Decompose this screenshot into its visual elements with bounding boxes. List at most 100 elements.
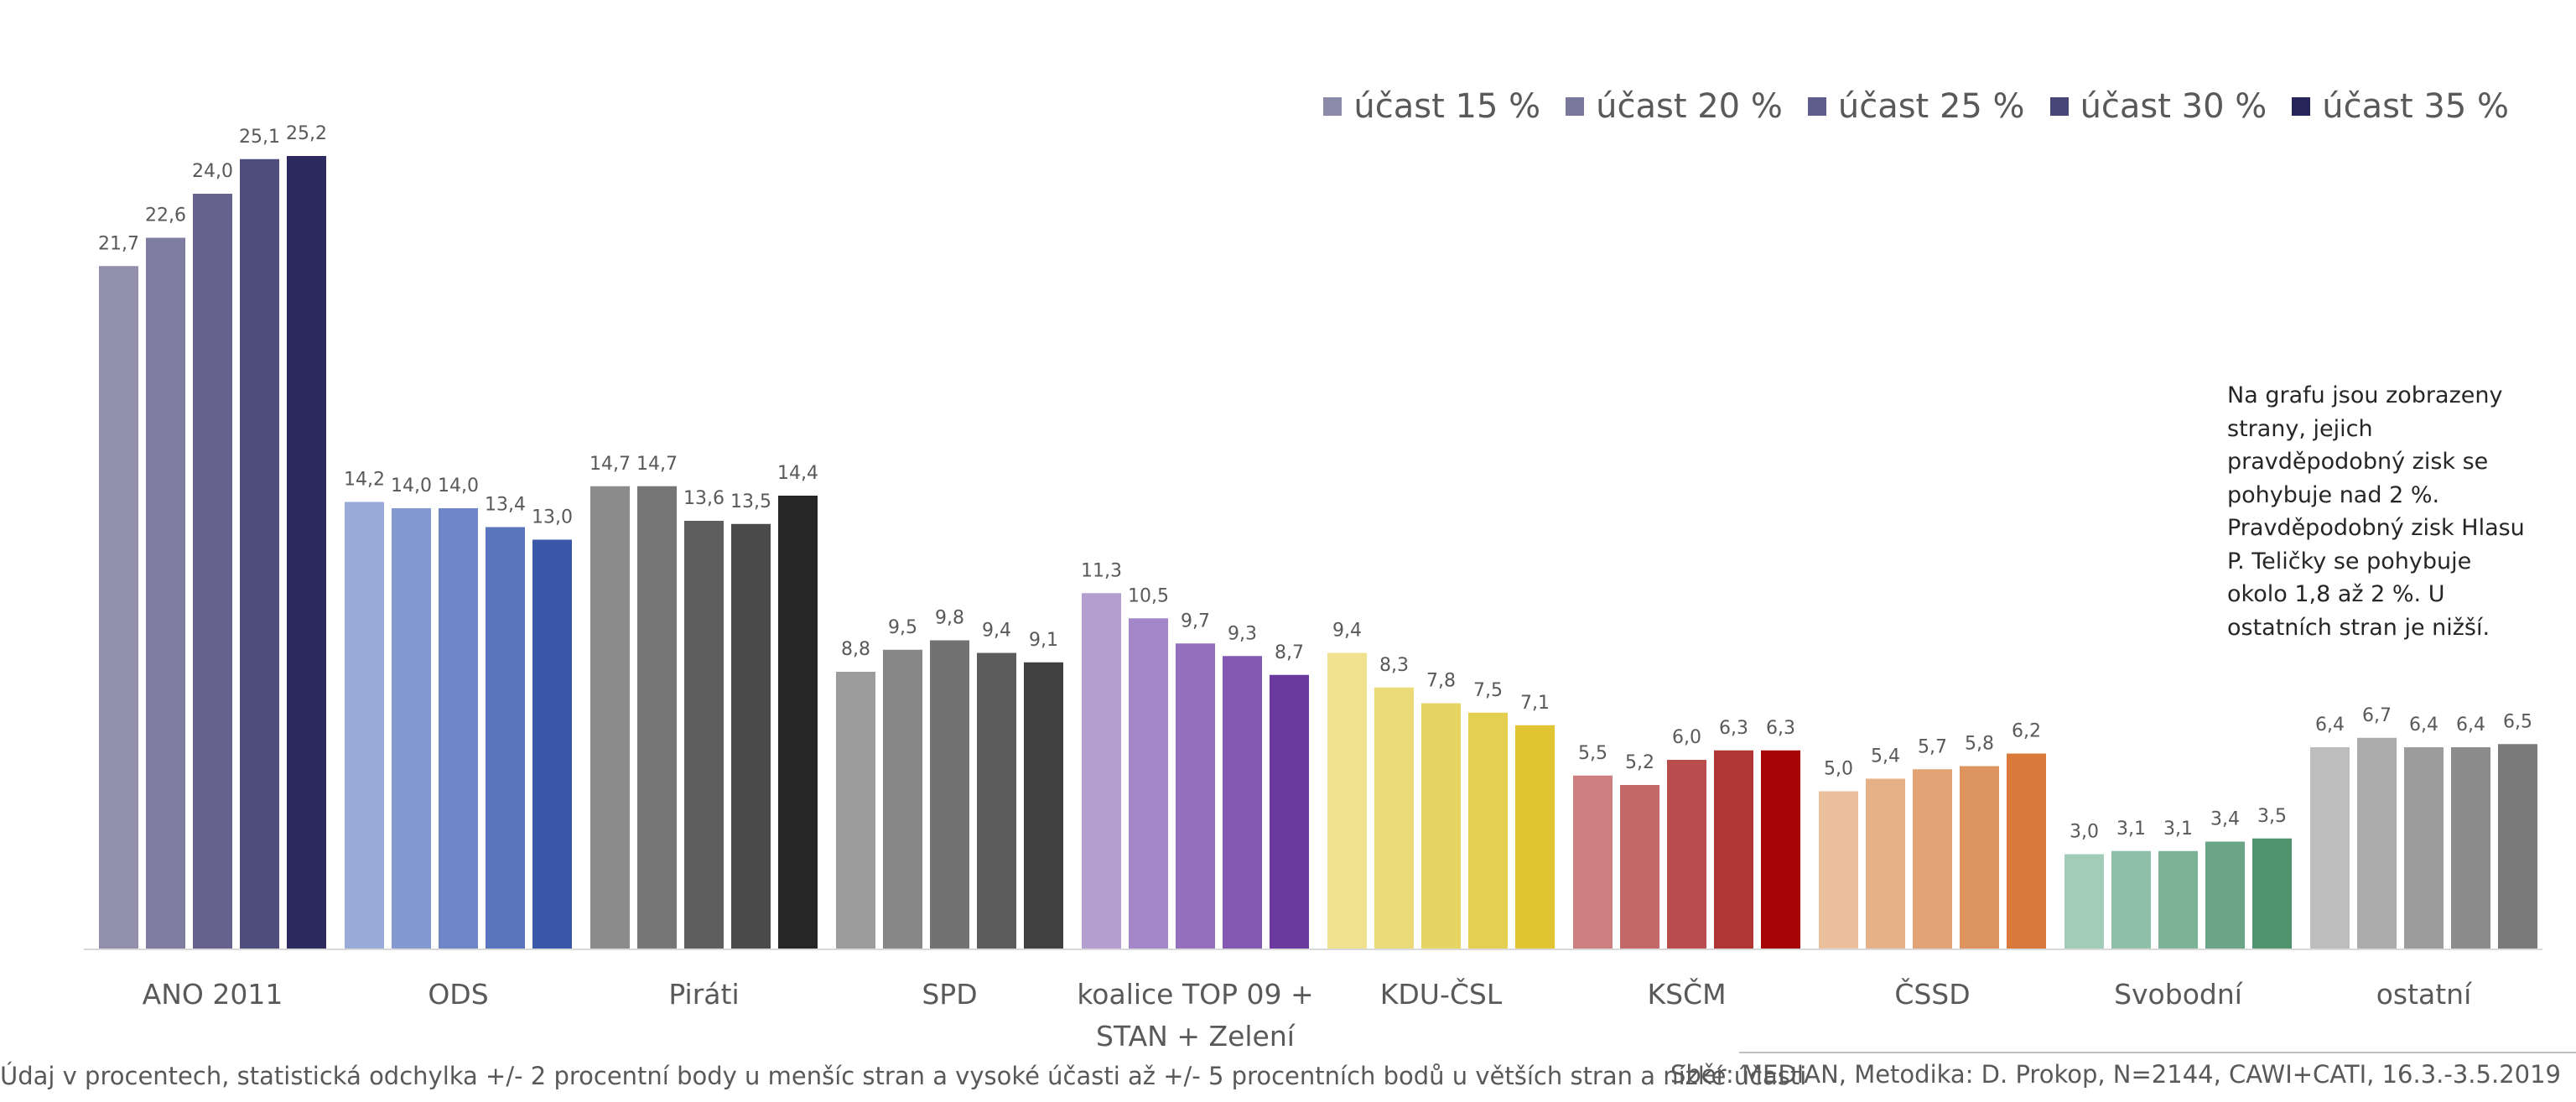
data-label: 8,8 — [841, 639, 870, 660]
legend-swatch — [1323, 97, 1343, 116]
bar — [1819, 791, 1858, 949]
bar — [392, 508, 431, 949]
footer-divider — [1739, 1052, 2576, 1053]
category-label: ODS — [428, 978, 488, 1011]
data-label: 9,3 — [1228, 623, 1257, 644]
bar — [240, 159, 279, 949]
data-label: 21,7 — [98, 233, 139, 254]
data-label: 5,4 — [1871, 746, 1900, 767]
data-label: 14,4 — [777, 463, 818, 484]
category-label: Svobodní — [2114, 978, 2244, 1011]
data-label: 22,6 — [145, 205, 186, 226]
data-label: 5,2 — [1625, 752, 1654, 773]
bar — [2310, 747, 2350, 949]
data-label: 3,4 — [2210, 809, 2240, 830]
category-label: Piráti — [668, 978, 739, 1011]
data-label: 5,8 — [1965, 734, 1994, 755]
legend-item: účast 25 % — [1807, 87, 2025, 126]
footer-note: Údaj v procentech, statistická odchylka … — [0, 1062, 1807, 1090]
data-label: 14,0 — [391, 476, 432, 496]
bar — [2111, 850, 2151, 949]
legend-label: účast 30 % — [2080, 87, 2267, 126]
bar — [2007, 753, 2046, 949]
bar — [637, 486, 677, 949]
legend-item: účast 30 % — [2049, 87, 2267, 126]
data-label: 14,2 — [344, 470, 385, 491]
data-label: 3,1 — [2116, 819, 2146, 839]
category-label: STAN + Zelení — [1096, 1020, 1296, 1053]
data-label: 6,7 — [2362, 705, 2392, 726]
data-label: 9,1 — [1029, 630, 1058, 651]
category-label: ANO 2011 — [143, 978, 283, 1011]
bar — [1573, 775, 1613, 949]
data-label: 5,5 — [1578, 743, 1607, 764]
legend-swatch — [2292, 97, 2311, 116]
legend-swatch — [1807, 97, 1826, 116]
data-label: 25,1 — [239, 127, 280, 148]
bar — [1024, 662, 1063, 949]
bar — [2451, 747, 2490, 949]
bar — [2158, 850, 2198, 949]
bar — [2404, 747, 2444, 949]
data-label: 7,8 — [1426, 671, 1456, 692]
bar — [2498, 744, 2537, 949]
bar — [99, 266, 138, 949]
bar — [1374, 687, 1414, 949]
data-label: 5,0 — [1824, 759, 1853, 780]
category-label: KSČM — [1647, 977, 1726, 1011]
data-label: 3,1 — [2163, 819, 2193, 839]
data-label: 13,6 — [683, 488, 724, 509]
data-label: 9,8 — [935, 608, 964, 629]
data-label: 3,5 — [2257, 806, 2287, 827]
data-label: 25,2 — [286, 123, 327, 144]
bar — [883, 649, 922, 949]
legend-label: účast 20 % — [1596, 87, 1783, 126]
legend-item: účast 20 % — [1566, 87, 1783, 126]
bar — [1667, 760, 1706, 949]
bar — [930, 640, 969, 949]
data-label: 6,4 — [2315, 715, 2345, 736]
bar — [1468, 712, 1508, 949]
bar — [1082, 593, 1121, 949]
category-label: SPD — [922, 978, 977, 1011]
bar — [977, 652, 1016, 949]
bar — [590, 486, 630, 949]
chart-legend: účast 15 % účast 20 % účast 25 % účast 30 %… — [1323, 87, 2509, 126]
bar — [345, 502, 384, 949]
category-label: ostatní — [2376, 978, 2473, 1011]
bar — [731, 523, 771, 949]
bar — [1866, 778, 1905, 949]
data-label: 6,4 — [2409, 715, 2438, 736]
bar — [1714, 750, 1753, 949]
bar — [486, 527, 525, 949]
data-label: 8,7 — [1275, 642, 1304, 663]
bar — [1761, 750, 1800, 949]
data-label: 6,0 — [1672, 727, 1701, 748]
bar — [2252, 838, 2292, 949]
data-label: 9,7 — [1181, 611, 1210, 632]
category-label: koalice TOP 09 + — [1077, 978, 1313, 1011]
legend-item: účast 15 % — [1323, 87, 1540, 126]
bar — [1913, 769, 1952, 949]
bar — [1270, 674, 1309, 949]
legend-label: účast 25 % — [1837, 87, 2025, 126]
bar — [1129, 618, 1168, 949]
data-label: 7,1 — [1520, 693, 1550, 714]
data-label: 6,2 — [2012, 721, 2041, 742]
data-label: 6,4 — [2456, 715, 2485, 736]
bar — [1223, 656, 1262, 949]
bar — [193, 194, 232, 949]
bar — [287, 156, 326, 949]
data-label: 14,0 — [438, 476, 479, 496]
data-label: 6,5 — [2503, 711, 2532, 732]
bar — [1620, 785, 1659, 949]
category-label: KDU-ČSL — [1380, 977, 1503, 1011]
bar — [1421, 703, 1461, 949]
data-label: 24,0 — [192, 161, 233, 182]
bar — [1176, 643, 1215, 949]
data-label: 10,5 — [1128, 585, 1169, 606]
bar — [836, 672, 875, 949]
data-label: 13,0 — [532, 507, 573, 528]
data-label: 9,4 — [1332, 621, 1362, 642]
